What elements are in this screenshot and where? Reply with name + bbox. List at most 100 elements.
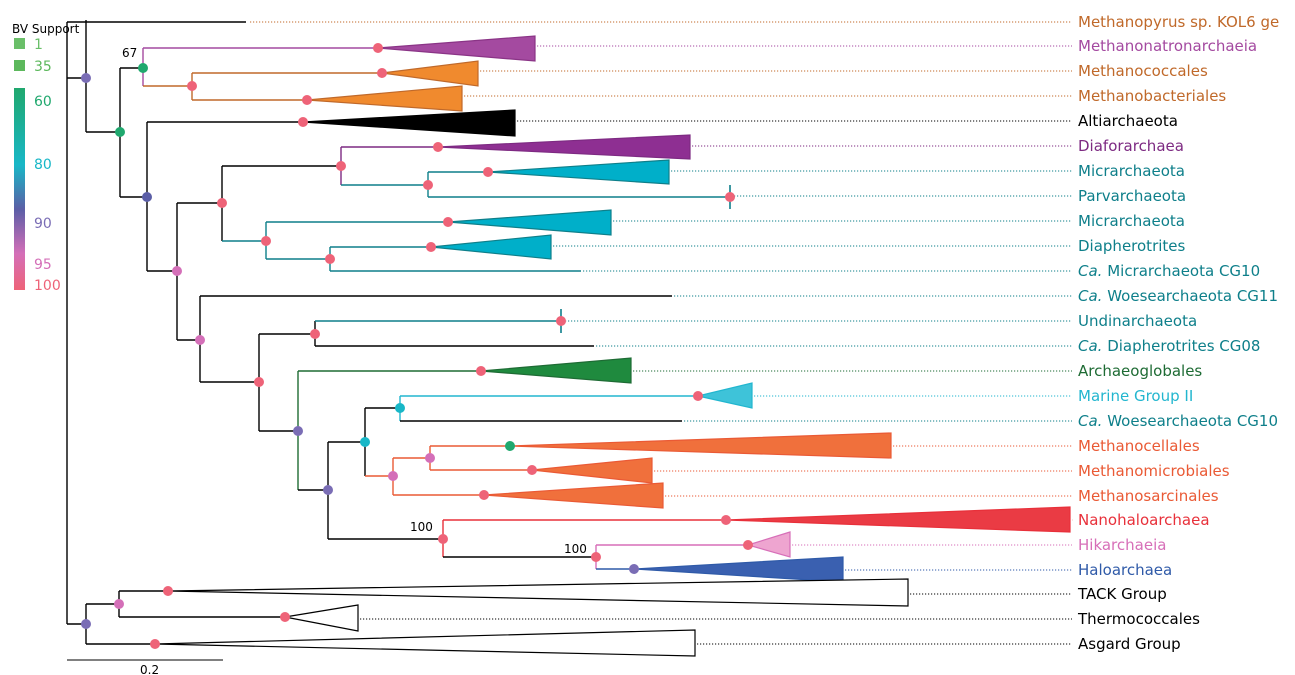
legend-gradient-bar [14, 88, 25, 290]
support-value-label: 67 [122, 46, 137, 60]
collapsed-clade [480, 357, 632, 384]
taxon-name: Methanomicrobiales [1078, 462, 1230, 480]
support-dot [138, 63, 148, 73]
support-dot [298, 117, 308, 127]
support-dot [325, 254, 335, 264]
support-dot [425, 453, 435, 463]
support-dot [150, 639, 160, 649]
taxon-label: Undinarchaeota [1078, 312, 1197, 330]
support-dot [323, 485, 333, 495]
collapsed-clade [437, 134, 691, 160]
collapsed-clade [487, 159, 670, 185]
taxon-name: Parvarchaeota [1078, 187, 1186, 205]
support-dot [527, 465, 537, 475]
taxon-name: Micrarchaeota [1078, 162, 1185, 180]
collapsed-clade [633, 556, 844, 583]
support-dot [629, 564, 639, 574]
support-dot [195, 335, 205, 345]
legend-gradient-label: 80 [34, 157, 52, 173]
support-dot [423, 180, 433, 190]
support-dot [81, 619, 91, 629]
taxon-name: Methanosarcinales [1078, 487, 1219, 505]
collapsed-clade [509, 432, 892, 459]
taxon-label: Methanobacteriales [1078, 87, 1226, 105]
support-dot [217, 198, 227, 208]
support-dot [443, 217, 453, 227]
collapsed-clade [167, 578, 909, 607]
taxon-name: Asgard Group [1078, 635, 1181, 653]
taxon-label: Archaeoglobales [1078, 362, 1202, 380]
taxon-name: Diaforarchaea [1078, 137, 1184, 155]
legend-gradient-label: 90 [34, 216, 52, 232]
taxon-label: Hikarchaeia [1078, 536, 1166, 554]
taxon-label: Haloarchaea [1078, 561, 1172, 579]
collapsed-clade [306, 85, 463, 112]
legend-label: 1 [34, 37, 43, 53]
support-dot [426, 242, 436, 252]
support-dot [114, 599, 124, 609]
collapsed-clade [725, 506, 1071, 533]
collapsed-clade [483, 482, 664, 509]
taxon-label: Micrarchaeota [1078, 212, 1185, 230]
taxon-name: Methanobacteriales [1078, 87, 1226, 105]
taxon-name: Thermococcales [1077, 610, 1200, 628]
support-dot [395, 403, 405, 413]
support-dot [505, 441, 515, 451]
support-dot [693, 391, 703, 401]
taxon-prefix: Ca. [1078, 412, 1102, 430]
taxon-label: Marine Group II [1078, 387, 1193, 405]
taxon-label: Methanopyrus sp. KOL6 ge [1078, 13, 1279, 31]
taxon-name: Undinarchaeota [1078, 312, 1197, 330]
support-dot [476, 366, 486, 376]
support-dot [721, 515, 731, 525]
support-dot [377, 68, 387, 78]
taxon-label: Ca. Diapherotrites CG08 [1078, 337, 1260, 355]
support-dot [115, 127, 125, 137]
taxon-name: Micrarchaeota [1078, 212, 1185, 230]
support-dot [293, 426, 303, 436]
taxon-name: Woesearchaeota CG10 [1102, 412, 1278, 430]
collapsed-clade [745, 531, 791, 558]
taxon-label: Diaforarchaea [1078, 137, 1184, 155]
legend-gradient-label: 95 [34, 257, 52, 273]
support-dot [725, 192, 735, 202]
support-dot [373, 43, 383, 53]
taxon-name: Woesearchaeota CG11 [1102, 287, 1278, 305]
taxon-name: Nanohaloarchaea [1078, 511, 1210, 529]
taxon-label: Micrarchaeota [1078, 162, 1185, 180]
taxon-name: Methanonatronarchaeia [1078, 37, 1257, 55]
collapsed-clade [284, 604, 359, 632]
support-dot [302, 95, 312, 105]
taxon-name: Methanocellales [1078, 437, 1200, 455]
support-dot [438, 534, 448, 544]
legend-title: BV Support [12, 22, 80, 36]
taxon-name: Marine Group II [1078, 387, 1193, 405]
taxon-name: Archaeoglobales [1078, 362, 1202, 380]
taxon-name: Hikarchaeia [1078, 536, 1166, 554]
collapsed-clade [697, 382, 753, 409]
taxon-label: Ca. Micrarchaeota CG10 [1078, 262, 1260, 280]
taxon-label: Methanomicrobiales [1078, 462, 1230, 480]
legend-swatch [14, 38, 25, 49]
support-dot [187, 81, 197, 91]
taxon-name: Methanopyrus sp. KOL6 ge [1078, 13, 1279, 31]
collapsed-clade [430, 234, 552, 260]
taxon-label: Parvarchaeota [1078, 187, 1186, 205]
support-dot [433, 142, 443, 152]
legend-gradient-label: 100 [34, 278, 61, 294]
collapsed-clade [381, 60, 479, 87]
taxon-label: Methanocellales [1078, 437, 1200, 455]
taxon-name: Altiarchaeota [1078, 112, 1178, 130]
support-value-label: 100 [410, 520, 433, 534]
taxon-label: Ca. Woesearchaeota CG11 [1078, 287, 1278, 305]
taxon-prefix: Ca. [1078, 287, 1102, 305]
support-dot [388, 471, 398, 481]
taxon-name: Haloarchaea [1078, 561, 1172, 579]
taxon-label: Methanosarcinales [1078, 487, 1219, 505]
support-dot [591, 552, 601, 562]
taxon-label: Thermococcales [1077, 610, 1200, 628]
legend-gradient-label: 60 [34, 94, 52, 110]
scale-bar-label: 0.2 [140, 663, 159, 675]
support-dot [261, 236, 271, 246]
